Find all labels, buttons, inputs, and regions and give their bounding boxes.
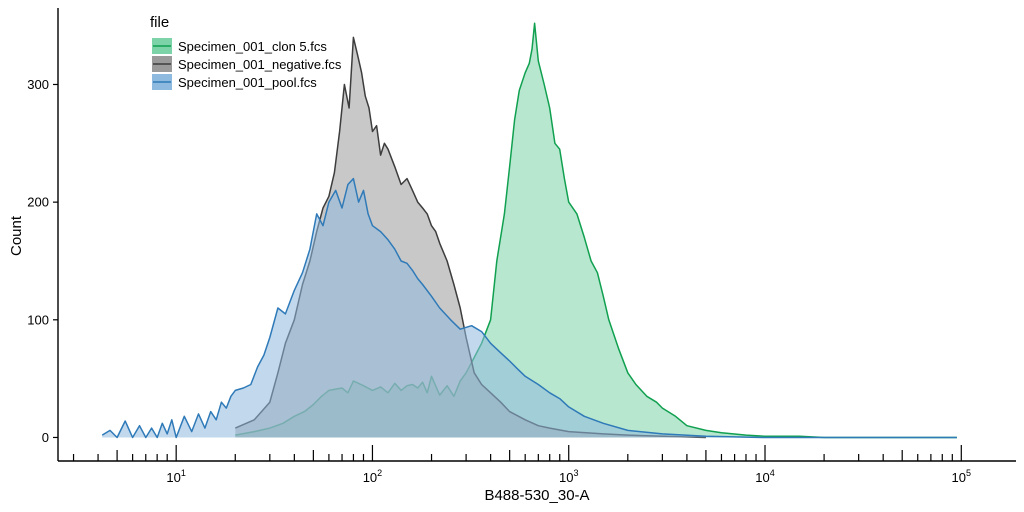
y-tick-label: 100 [27,312,49,327]
legend-item: Specimen_001_pool.fcs [152,74,317,90]
series-line-specimen-001-pool-fcs [101,177,957,439]
legend-item: Specimen_001_clon 5.fcs [152,38,327,54]
x-tick-label: 103 [559,468,578,485]
x-tick-label: 102 [363,468,382,485]
y-tick-label: 300 [27,77,49,92]
legend: file Specimen_001_clon 5.fcs Specimen_00… [150,14,342,90]
x-axis-ticks: 101 102 103 104 105 [72,445,971,485]
series-area-specimen-001-pool-fcs [102,178,957,438]
legend-item: Specimen_001_negative.fcs [152,56,342,72]
y-axis-title: Count [8,215,25,256]
y-tick-label: 200 [27,195,49,210]
series-area-specimen-001-clon-5-fcs [235,23,957,438]
x-axis-title: B488-530_30-A [484,487,589,504]
plot-series [101,22,957,439]
x-tick-label: 105 [952,468,971,485]
legend-title: file [150,14,169,31]
x-tick-label: 101 [166,468,185,485]
x-tick-label: 104 [755,468,774,485]
legend-label-negative: Specimen_001_negative.fcs [178,57,342,72]
y-tick-label: 0 [42,430,49,445]
y-axis-ticks: 0 100 200 300 [27,77,58,445]
legend-label-clon5: Specimen_001_clon 5.fcs [178,39,327,54]
legend-label-pool: Specimen_001_pool.fcs [178,75,317,90]
